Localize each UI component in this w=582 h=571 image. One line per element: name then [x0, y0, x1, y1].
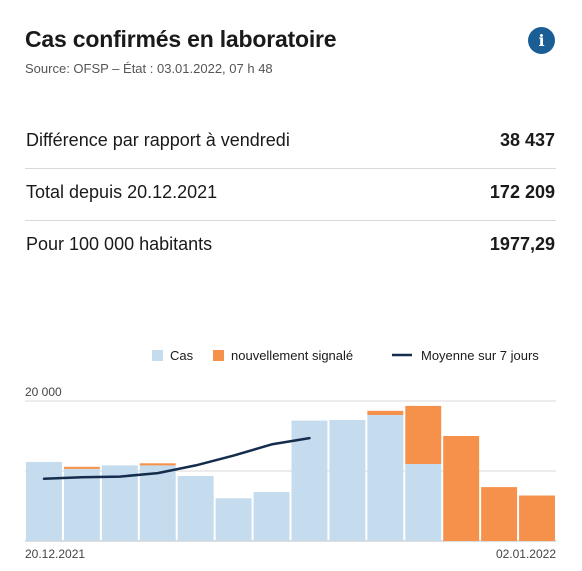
x-tick-label: 02.01.2022 [496, 547, 556, 561]
stat-row-total: Total depuis 20.12.2021 172 209 [25, 169, 556, 221]
stat-value: 38 437 [499, 130, 555, 150]
stat-value: 172 209 [489, 182, 555, 202]
bar-nouvellement [63, 466, 100, 469]
stat-value: 1977,29 [489, 234, 555, 254]
x-tick-label: 20.12.2021 [25, 547, 85, 561]
bar-cas [329, 419, 366, 541]
legend-label-cas: Cas [170, 348, 194, 363]
legend-swatch-cas [152, 350, 163, 361]
bar-cas [367, 415, 404, 541]
bar-nouvellement [519, 495, 555, 541]
stats-table: Différence par rapport à vendredi 38 437… [25, 117, 556, 272]
bar-cas [405, 464, 442, 541]
bar-nouvellement [139, 463, 176, 466]
chart-legend: Cas nouvellement signalé Moyenne sur 7 jou… [152, 348, 539, 363]
stat-row-per-100000: Pour 100 000 habitants 1977,29 [25, 221, 556, 272]
bar-cas [26, 461, 62, 541]
stat-label: Pour 100 000 habitants [26, 234, 213, 254]
legend-label-nouvellement: nouvellement signalé [231, 348, 353, 363]
chart-line [42, 436, 311, 480]
bar-cas [215, 498, 252, 541]
bar-nouvellement [367, 410, 404, 415]
legend-swatch-nouvellement [213, 350, 224, 361]
chart-ticks: 20.12.2021 02.01.2022 [25, 547, 556, 561]
legend-label-moyenne: Moyenne sur 7 jours [421, 348, 539, 363]
series-line-moyenne [42, 436, 311, 480]
info-icon[interactable]: i [528, 27, 555, 54]
chart-bars [26, 405, 555, 541]
stat-row-difference: Différence par rapport à vendredi 38 437 [25, 117, 556, 169]
bar-nouvellement [443, 436, 480, 541]
chart-title: Cas confirmés en laboratoire [25, 26, 337, 52]
bar-nouvellement [481, 487, 518, 541]
source-note: Source: OFSP – État : 03.01.2022, 07 h 4… [25, 61, 273, 76]
cases-chart: Cas nouvellement signalé Moyenne sur 7 jou… [25, 348, 556, 561]
stat-label: Total depuis 20.12.2021 [26, 182, 218, 202]
y-tick-label: 20 000 [25, 385, 62, 399]
bar-cas [63, 468, 100, 541]
bar-cas [139, 465, 176, 541]
bar-cas [253, 492, 290, 541]
bar-nouvellement [405, 405, 442, 464]
bar-cas [177, 475, 214, 541]
stat-label: Différence par rapport à vendredi [26, 130, 290, 150]
